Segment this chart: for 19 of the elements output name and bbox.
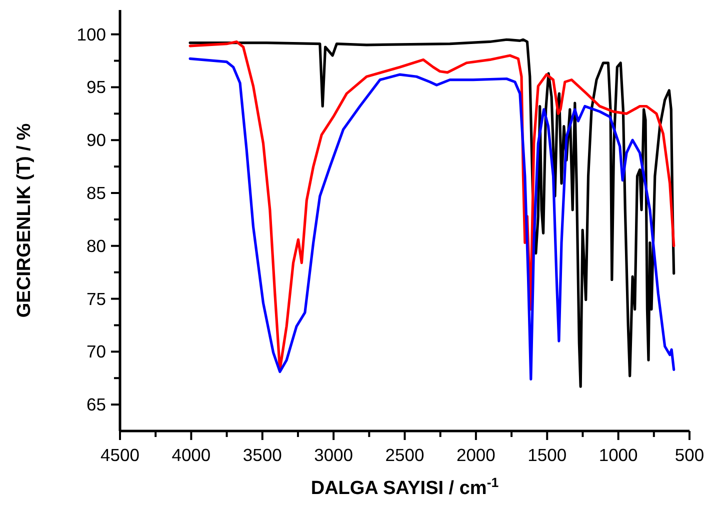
x-tick-label: 1000 — [598, 445, 638, 465]
x-tick-label: 4000 — [172, 445, 211, 465]
x-tick-label: 500 — [674, 445, 704, 465]
x-axis-title: DALGA SAYISI / cm$^{-1}$ — [310, 474, 500, 499]
x-tick-label: 2500 — [385, 445, 424, 465]
y-tick-label: 85 — [86, 182, 106, 203]
x-tick-label: 3500 — [242, 445, 282, 465]
y-axis-title: GECIRGENLIK (T) / % — [14, 123, 35, 318]
x-tick-label: 1500 — [528, 445, 567, 465]
x-tick-label: 2000 — [456, 445, 496, 465]
y-tick-label: 70 — [86, 342, 106, 362]
y-tick-label: 90 — [86, 130, 106, 150]
y-tick-label: 95 — [86, 77, 106, 98]
x-tick-label: 4500 — [100, 445, 140, 465]
y-tick-label: 75 — [86, 288, 106, 309]
y-tick-label: 80 — [86, 236, 106, 256]
y-tick-label: 65 — [86, 394, 106, 415]
y-tick-label: 100 — [76, 24, 106, 44]
x-tick-label: 3000 — [314, 445, 354, 465]
